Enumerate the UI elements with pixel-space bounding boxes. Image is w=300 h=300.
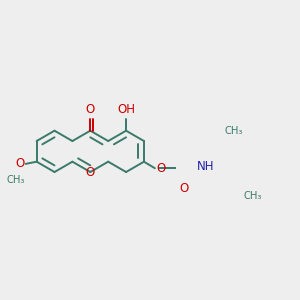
Text: O: O — [86, 103, 95, 116]
Text: O: O — [15, 158, 25, 170]
Text: O: O — [156, 162, 165, 175]
Text: CH₃: CH₃ — [224, 126, 243, 136]
Text: OH: OH — [117, 103, 135, 116]
Text: O: O — [86, 166, 95, 178]
Text: CH₃: CH₃ — [7, 175, 25, 185]
Text: CH₃: CH₃ — [243, 191, 262, 201]
Text: NH: NH — [197, 160, 214, 173]
Text: O: O — [180, 182, 189, 195]
